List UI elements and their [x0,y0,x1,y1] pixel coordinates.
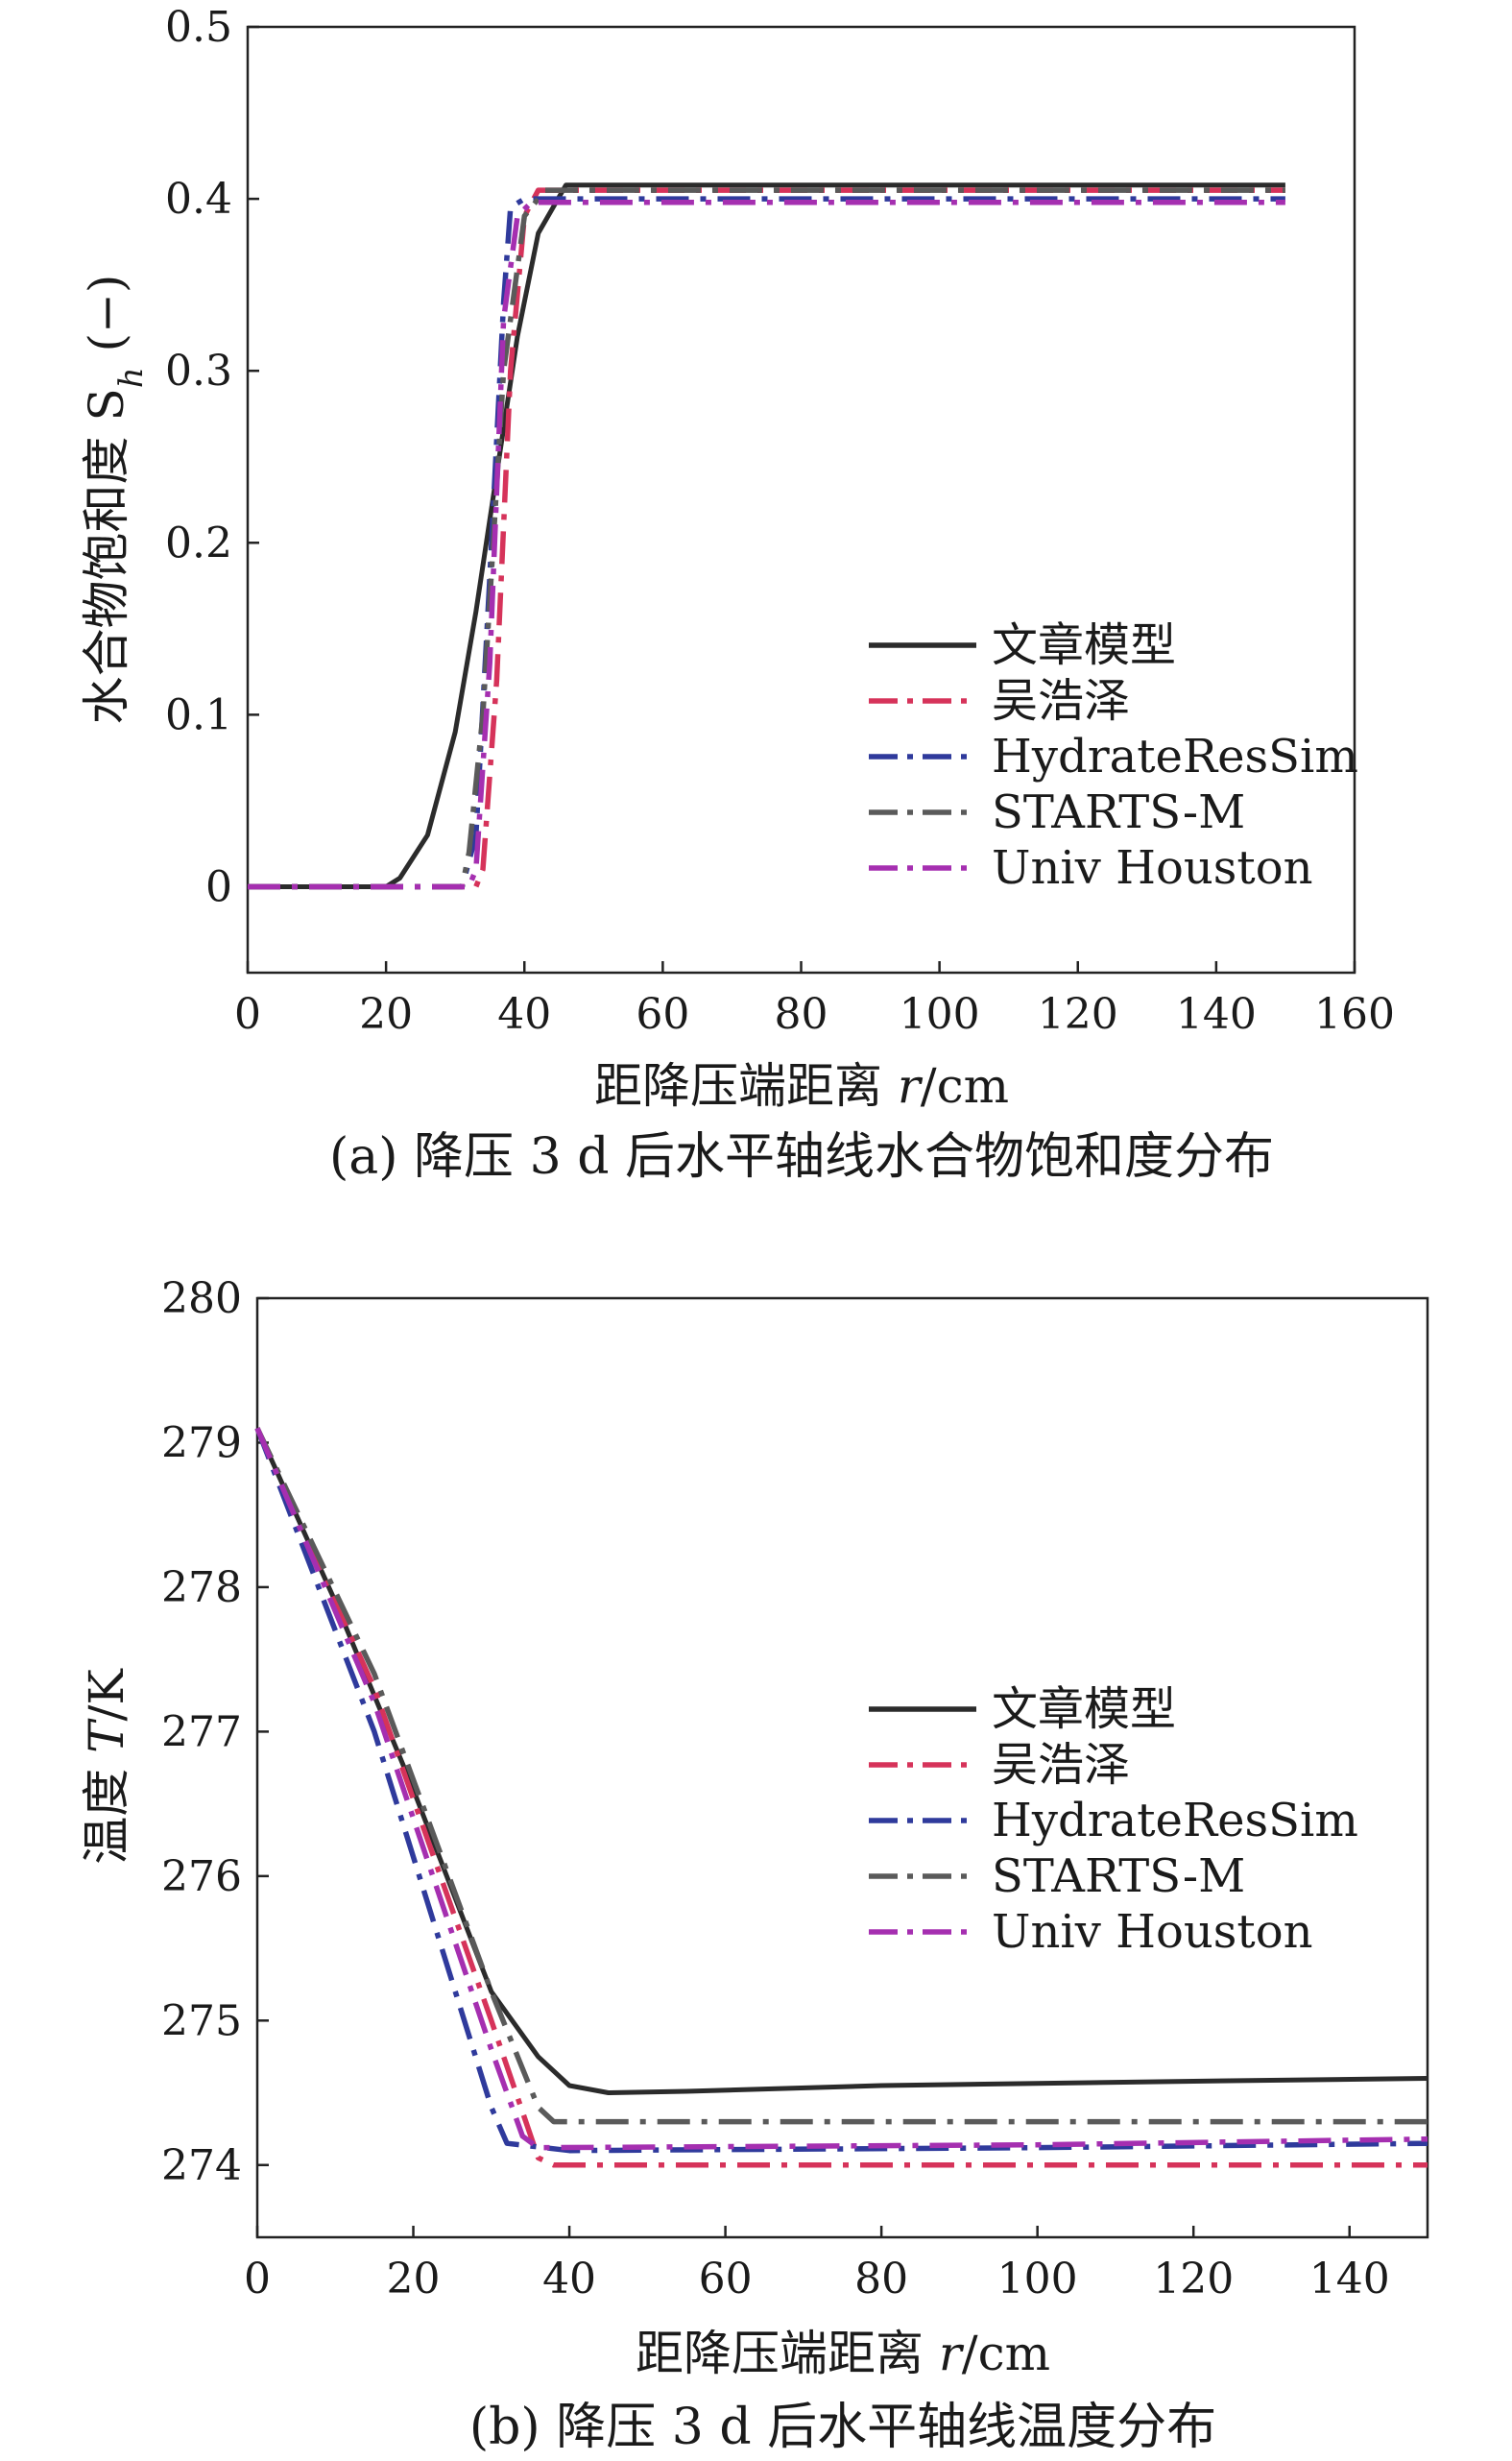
panel-b-temperature: 0 20 40 60 80 100 120 140274275276277278279280 … [79,1274,1429,2456]
x-tick-label-a-100: 100 [900,990,980,1039]
x-tick-label-b-80: 80 [854,2255,908,2304]
series-line-b-3 [254,1427,1428,2125]
y-tick-label-b-279: 279 [161,1418,242,1467]
series-line-b-1 [254,1427,1428,2168]
x-tick-label-a-20: 20 [359,990,413,1039]
y-tick-label-a-0.2: 0.2 [165,519,232,567]
y-tick-label-b-276: 276 [161,1852,242,1901]
y-tick-label-a-0.3: 0.3 [165,347,232,396]
series-line-b-4 [254,1427,1428,2151]
x-tick-label-b-140: 140 [1309,2255,1390,2304]
x-tick-label-b-120: 120 [1153,2255,1234,2304]
x-tick-label-b-60: 60 [699,2255,753,2304]
y-tick-label-b-274: 274 [161,2141,242,2190]
series-line-b-0 [254,1427,1428,2095]
y-tick-label-a-0.1: 0.1 [165,690,232,739]
y-tick-label-b-275: 275 [161,1996,242,2045]
y-axis-title-a: 水合物饱和度 Sh (−) [79,275,151,725]
ticks-b: 0 20 40 60 80 100 120 140 274 275 276 277 278 279 280 [161,1274,1390,2304]
legend-label-b-2: HydrateResSim [992,1794,1358,1847]
y-axis-subscript-a: h [112,367,151,388]
legend-label-a-2: HydrateResSim [992,730,1358,784]
x-axis-title-a: 距降压端距离 r/cm [594,1058,1009,1114]
series-lines-a [248,182,1285,890]
legend-label-a-4: Univ Houston [992,841,1313,895]
y-tick-label-a-0: 0 [205,862,232,911]
legend-label-b-1: 吴浩泽 [992,1738,1130,1792]
series-lines-b [254,1427,1428,2168]
series-line-a-2 [248,196,1285,890]
series-line-a-0 [248,182,1285,889]
caption-a: (a) 降压 3 d 后水平轴线水合物饱和度分布 [329,1128,1274,1186]
legend-label-a-0: 文章模型 [992,618,1176,672]
y-tick-label-b-277: 277 [161,1707,242,1756]
series-line-a-4 [248,199,1285,890]
x-tick-label-b-20: 20 [387,2255,441,2304]
x-tick-label-a-0: 0 [234,990,261,1039]
y-tick-label-a-0.4: 0.4 [165,175,232,224]
x-tick-label-b-40: 40 [542,2255,596,2304]
legend-label-b-4: Univ Houston [992,1905,1313,1959]
y-tick-label-a-0.5: 0.5 [165,3,232,52]
x-tick-label-a-160: 160 [1314,990,1395,1039]
legend-label-b-0: 文章模型 [992,1682,1176,1736]
legend-label-b-3: STARTS-M [992,1849,1245,1903]
legend-label-a-3: STARTS-M [992,785,1245,839]
x-tick-label-b-100: 100 [997,2255,1078,2304]
y-axis-title-b: 温度 T/K [79,1668,134,1865]
x-tick-label-a-80: 80 [775,990,828,1039]
x-tick-label-a-40: 40 [497,990,551,1039]
caption-b: (b) 降压 3 d 后水平轴线温度分布 [469,2399,1216,2456]
panel-a-saturation: 0 20 40 60 80 100 120 140 160 0 0.1 0.2 0.3 0.4 0.5 文章… [79,3,1395,1186]
series-line-b-2 [254,1427,1428,2154]
legend-label-a-1: 吴浩泽 [992,674,1130,728]
x-axis-title-b: 距降压端距离 r/cm [636,2326,1050,2381]
x-tick-label-a-120: 120 [1038,990,1118,1039]
x-tick-label-a-60: 60 [636,990,689,1039]
y-tick-label-b-278: 278 [161,1563,242,1612]
ticks-a: 0 20 40 60 80 100 120 140 160 0 0.1 0.2 0.3 0.4 0.5 [165,3,1395,1039]
series-line-a-1 [248,187,1285,890]
y-tick-label-b-280: 280 [161,1274,242,1323]
plot-frame-b [255,1296,1429,2239]
x-tick-label-b-0: 0 [244,2255,271,2304]
x-tick-label-a-140: 140 [1176,990,1257,1039]
